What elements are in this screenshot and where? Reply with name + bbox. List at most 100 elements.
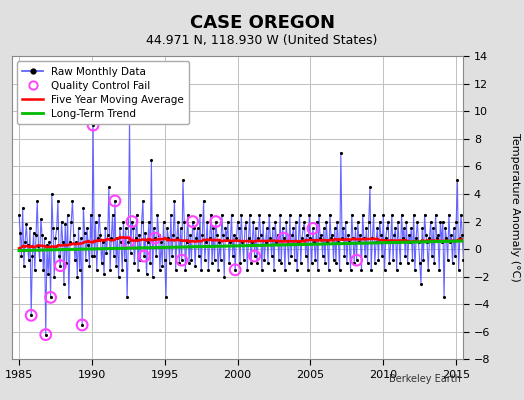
Point (317, 232, 325, 238)
Point (454, 267, 463, 273)
Point (28, 253, 37, 259)
Point (94, 235, 102, 241)
Point (392, 267, 401, 273)
Point (202, 239, 210, 246)
Point (390, 232, 398, 238)
Point (16, 230, 25, 236)
Point (386, 239, 395, 246)
Point (383, 225, 391, 232)
Point (420, 212, 429, 218)
Point (60, 280, 68, 287)
Point (276, 212, 285, 218)
Point (305, 212, 313, 218)
Point (242, 218, 250, 225)
Point (247, 260, 255, 266)
Point (99, 239, 107, 246)
Point (186, 232, 194, 238)
Point (231, 267, 239, 273)
Point (277, 260, 286, 266)
Point (357, 267, 366, 273)
Point (417, 280, 425, 287)
Point (441, 225, 450, 232)
Point (272, 239, 281, 246)
Point (183, 212, 192, 218)
Point (309, 225, 317, 232)
Point (462, 239, 470, 246)
Point (381, 235, 390, 241)
Point (405, 232, 413, 238)
Point (190, 225, 198, 232)
Point (395, 239, 403, 246)
Point (85, 262, 94, 269)
Point (78, 322, 86, 328)
Point (249, 218, 258, 225)
Point (331, 225, 339, 232)
Point (391, 225, 400, 232)
Point (37, 216, 45, 222)
Point (113, 235, 122, 241)
Point (134, 267, 142, 273)
Point (39, 267, 48, 273)
Point (100, 271, 108, 277)
Point (77, 235, 85, 241)
Text: Berkeley Earth: Berkeley Earth (389, 374, 461, 384)
Point (56, 262, 64, 269)
Point (436, 218, 444, 225)
Point (461, 225, 469, 232)
Point (88, 253, 96, 259)
Point (443, 257, 452, 263)
Point (312, 218, 321, 225)
Point (306, 235, 314, 241)
Point (255, 212, 264, 218)
Point (111, 198, 119, 204)
Point (355, 239, 363, 246)
Point (174, 218, 182, 225)
Point (122, 225, 130, 232)
Point (433, 235, 441, 241)
Point (451, 253, 459, 259)
Point (156, 267, 164, 273)
Point (309, 225, 317, 232)
Point (121, 257, 129, 263)
Point (286, 212, 294, 218)
Point (63, 212, 72, 218)
Point (158, 262, 167, 269)
Point (203, 218, 212, 225)
Point (445, 212, 453, 218)
Point (281, 267, 289, 273)
Point (376, 218, 384, 225)
Point (452, 218, 461, 225)
Point (250, 253, 259, 259)
Point (243, 267, 252, 273)
Point (336, 150, 345, 156)
Point (413, 218, 421, 225)
Point (197, 267, 205, 273)
Point (258, 267, 266, 273)
Point (114, 274, 123, 280)
Point (283, 239, 291, 246)
Point (41, 332, 50, 338)
Point (89, 122, 97, 128)
Point (45, 239, 53, 246)
Point (105, 184, 113, 190)
Point (232, 235, 241, 241)
Point (351, 225, 359, 232)
Point (30, 267, 39, 273)
Point (327, 235, 335, 241)
Point (128, 218, 136, 225)
Point (384, 218, 392, 225)
Point (226, 239, 235, 246)
Point (139, 198, 147, 204)
Point (36, 257, 44, 263)
Point (80, 230, 89, 236)
Point (133, 212, 141, 218)
Point (408, 257, 417, 263)
Point (209, 225, 217, 232)
Text: CASE OREGON: CASE OREGON (190, 14, 334, 32)
Point (269, 225, 277, 232)
Point (439, 218, 447, 225)
Point (214, 267, 222, 273)
Point (194, 253, 203, 259)
Point (356, 232, 365, 238)
Point (424, 267, 432, 273)
